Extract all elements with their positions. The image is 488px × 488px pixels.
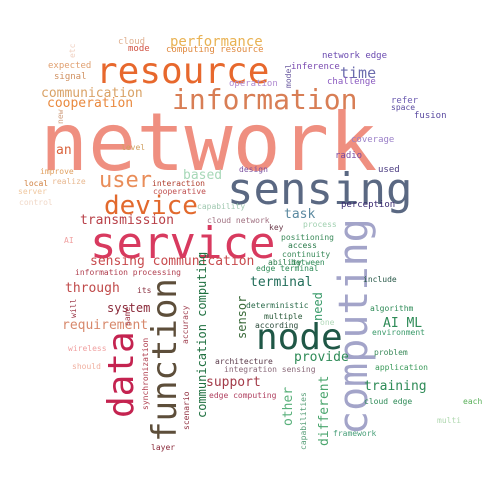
word-problem: problem [374, 348, 408, 357]
word-performance: performance [170, 34, 263, 50]
word-cloud-network: cloud network [207, 216, 270, 225]
word-resource: resource [96, 51, 270, 92]
word-terminal: terminal [250, 275, 313, 290]
word-training: training [364, 379, 427, 394]
word-algorithm: algorithm [370, 304, 414, 313]
word-user: user [99, 168, 152, 193]
word-used: used [378, 165, 400, 175]
word-scenario: scenario [182, 391, 191, 430]
word-layer: layer [151, 443, 176, 452]
word-control: control [19, 198, 53, 207]
word-space: space [391, 103, 416, 112]
word-synchronization: synchronization [141, 337, 150, 410]
word-provide: provide [294, 350, 349, 365]
word-architecture: architecture [215, 357, 273, 366]
word-wireless: wireless [68, 344, 107, 353]
word-multiple: multiple [264, 312, 303, 321]
word-same: same [123, 306, 132, 326]
word-mode: mode [128, 44, 150, 54]
word-between: between [291, 258, 325, 267]
word-process: process [303, 220, 337, 229]
word-positioning: positioning [281, 233, 334, 242]
word-one: one [320, 318, 335, 327]
word-design: design [239, 165, 268, 174]
word-multi: multi [437, 416, 462, 425]
word-its: its [137, 286, 152, 295]
word-should: should [72, 362, 101, 371]
word-edge-terminal: edge terminal [256, 264, 319, 273]
word-information: information [172, 83, 358, 116]
word-continuity: continuity [282, 250, 331, 259]
word-local: local [24, 179, 49, 188]
word-device: device [104, 191, 198, 221]
word-interaction: interaction [152, 179, 205, 188]
word-model: model [284, 63, 293, 88]
word-new: new [56, 109, 65, 124]
word-need: need [311, 292, 325, 321]
word-refer: refer [391, 96, 419, 106]
word-accuracy: accuracy [181, 305, 190, 344]
word-level: level [121, 143, 146, 152]
word-edge-computing: edge computing [209, 391, 277, 400]
word-requirement: requirement [62, 318, 149, 333]
word-cooperative: cooperative [153, 187, 206, 196]
word-network-edge: network edge [322, 51, 388, 61]
word-challenge: challenge [327, 77, 376, 87]
word-fusion: fusion [414, 111, 447, 121]
word-ai-ml: AI ML [383, 316, 423, 331]
word-through: through [65, 281, 120, 296]
word-application: application [375, 363, 428, 372]
word-support: support [206, 375, 261, 390]
word-other: other [281, 386, 296, 426]
word-cloud: cloud [118, 37, 146, 47]
word-cloud-edge: cloud edge [364, 397, 413, 406]
word-according: according [255, 321, 299, 330]
word-sensing: sensing [227, 164, 413, 215]
word-key: key [269, 223, 284, 232]
word-node: node [256, 317, 343, 358]
word-network: network [40, 96, 378, 189]
word-communication-computing: communication computing [195, 251, 209, 418]
word-service: service [90, 218, 276, 269]
word-computing-resource: computing resource [166, 45, 264, 55]
word-transmission: transmission [80, 213, 174, 228]
word-sensing-communication: sensing communication [90, 254, 255, 269]
word-radio: radio [335, 151, 363, 161]
word-environment: environment [372, 328, 425, 337]
word-data: data [101, 331, 142, 418]
word-information-processing: information processing [75, 268, 181, 277]
word-will: will [69, 298, 78, 318]
word-each: each [463, 397, 483, 406]
word-integration-sensing: integration sensing [224, 365, 316, 374]
word-communication: communication [41, 86, 143, 101]
word-access: access [288, 241, 317, 250]
word-an: an [56, 143, 72, 158]
word-include: include [363, 275, 397, 284]
word-signal: signal [54, 72, 87, 82]
word-function: function [145, 278, 185, 442]
word-realize: realize [52, 177, 86, 186]
word-perception: perception [341, 200, 396, 210]
word-time: time [340, 64, 377, 82]
word-etc: etc [68, 43, 77, 58]
word-system: system [107, 301, 151, 315]
word-task: task [284, 207, 316, 222]
word-based: based [183, 168, 223, 183]
word-coverage: coverage [351, 135, 395, 145]
word-cooperation: cooperation [47, 96, 134, 111]
word-capabilities: capabilities [299, 392, 308, 450]
word-deterministic: deterministic [246, 301, 309, 310]
word-framework: framework [333, 429, 377, 438]
word-expected: expected [48, 61, 92, 71]
word-inference: inference [291, 62, 340, 72]
word-ability: ability [268, 258, 302, 267]
word-capability: capability [197, 202, 246, 211]
word-improve: improve [40, 167, 74, 176]
word-ai: AI [64, 236, 74, 245]
word-server: server [18, 187, 47, 196]
word-operation: operation [229, 79, 278, 89]
word-different: different [317, 375, 332, 446]
